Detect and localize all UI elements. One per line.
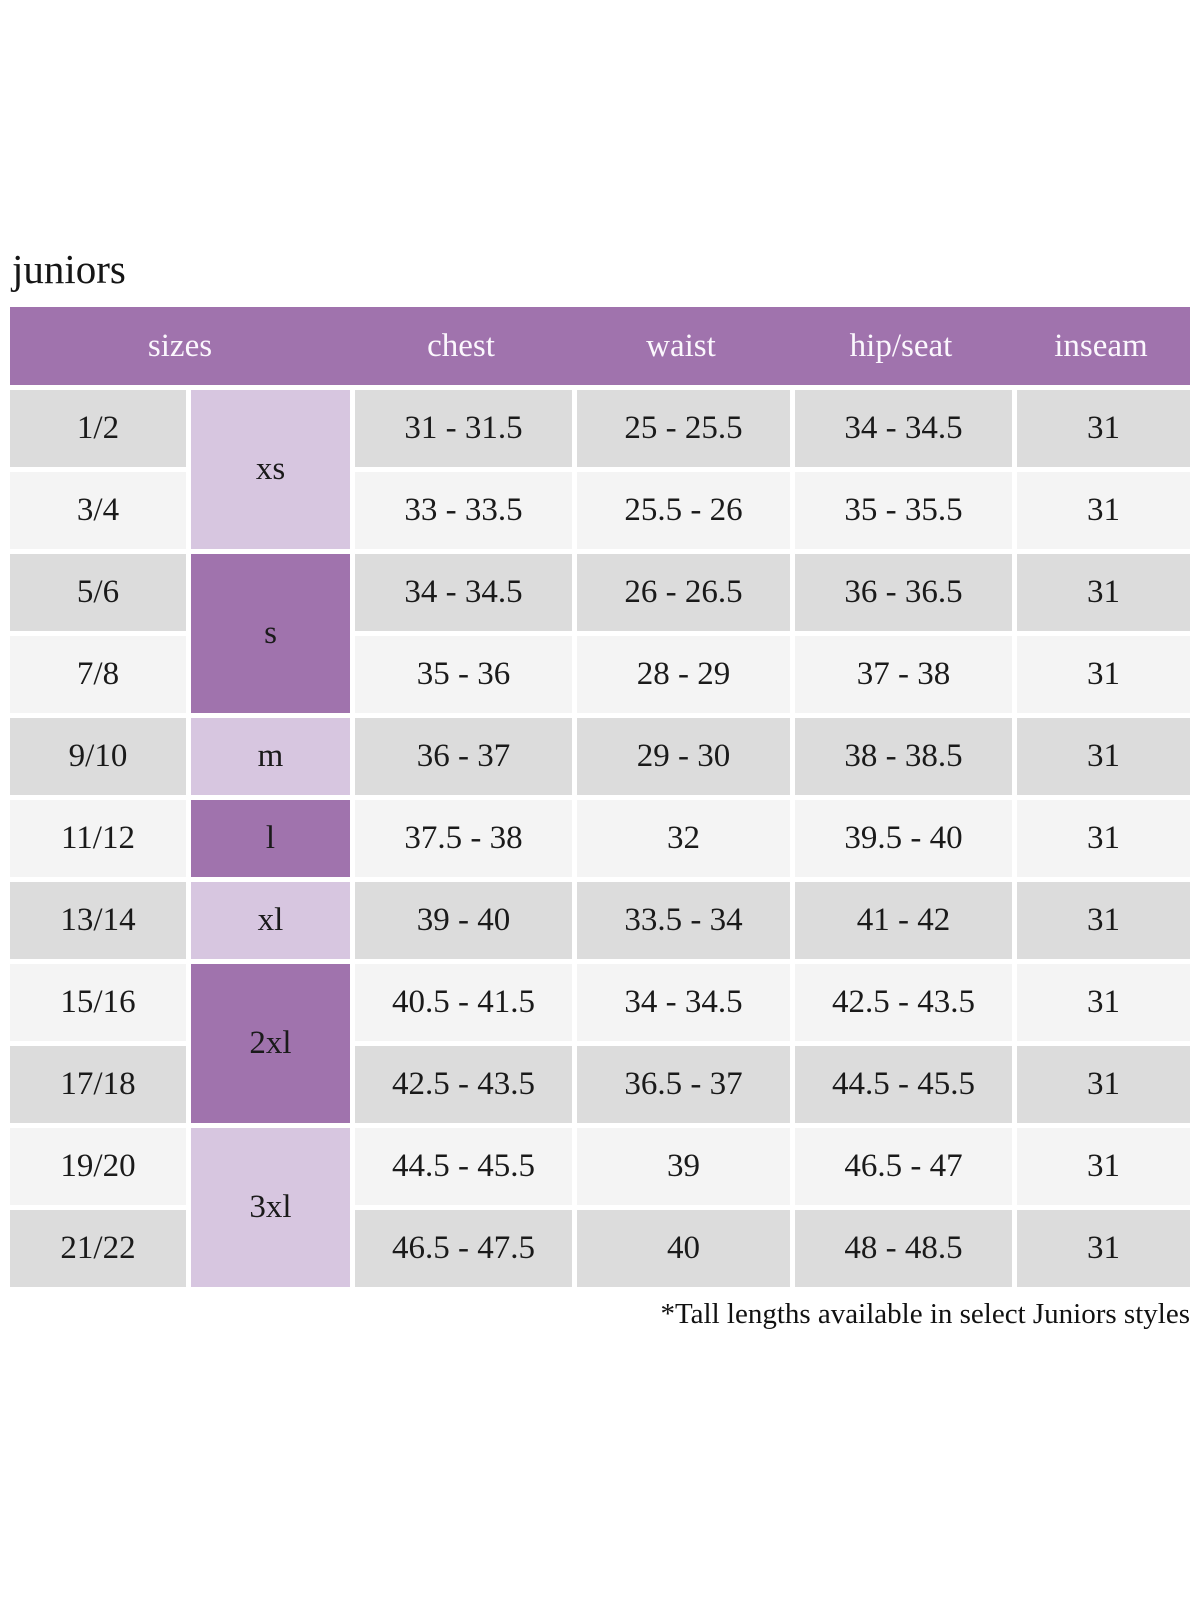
waist-cell: 40: [572, 1205, 790, 1288]
chest-cell: 46.5 - 47.5: [350, 1205, 572, 1288]
table-row: 19/20 3xl 44.5 - 45.5 39 46.5 - 47 31: [10, 1123, 1190, 1288]
hip-seat-cell: 46.5 - 47: [790, 1123, 1012, 1206]
table-row: 1/2 xs 31 - 31.5 25 - 25.5 34 - 34.5 31: [10, 385, 1190, 550]
inseam-cell: 31: [1012, 1123, 1190, 1206]
waist-cell: 39: [572, 1123, 790, 1206]
inseam-cell: 31: [1012, 1041, 1190, 1124]
waist-cell: 36.5 - 37: [572, 1041, 790, 1124]
waist-cell: 26 - 26.5: [572, 549, 790, 632]
size-range-cell: 9/10: [10, 713, 186, 796]
hip-seat-cell: 48 - 48.5: [790, 1205, 1012, 1288]
hip-seat-cell: 36 - 36.5: [790, 549, 1012, 632]
chest-cell: 36 - 37: [350, 713, 572, 796]
col-header-waist: waist: [572, 307, 790, 386]
table-row: 17/18 42.5 - 43.5 36.5 - 37 44.5 - 45.5 31: [10, 1041, 1190, 1124]
size-range-cell: 21/22: [10, 1205, 186, 1288]
inseam-cell: 31: [1012, 385, 1190, 468]
size-range-cell: 19/20: [10, 1123, 186, 1206]
size-label-cell: m: [186, 713, 350, 796]
chest-cell: 33 - 33.5: [350, 467, 572, 550]
table-row: 21/22 46.5 - 47.5 40 48 - 48.5 31: [10, 1205, 1190, 1288]
waist-cell: 25.5 - 26: [572, 467, 790, 550]
table-row: 15/16 2xl 40.5 - 41.5 34 - 34.5 42.5 - 43.5 3…: [10, 959, 1190, 1124]
hip-seat-cell: 37 - 38: [790, 631, 1012, 714]
waist-cell: 34 - 34.5: [572, 959, 790, 1042]
table-row: 13/14 xl 39 - 40 33.5 - 34 41 - 42 31: [10, 877, 1190, 960]
size-label-cell: 3xl: [186, 1123, 350, 1288]
size-label-cell: xs: [186, 385, 350, 550]
col-header-sizes: sizes: [10, 307, 350, 386]
waist-cell: 28 - 29: [572, 631, 790, 714]
inseam-cell: 31: [1012, 1205, 1190, 1288]
hip-seat-cell: 44.5 - 45.5: [790, 1041, 1012, 1124]
chest-cell: 44.5 - 45.5: [350, 1123, 572, 1206]
size-range-cell: 15/16: [10, 959, 186, 1042]
waist-cell: 33.5 - 34: [572, 877, 790, 960]
size-range-cell: 17/18: [10, 1041, 186, 1124]
hip-seat-cell: 38 - 38.5: [790, 713, 1012, 796]
chest-cell: 40.5 - 41.5: [350, 959, 572, 1042]
chest-cell: 35 - 36: [350, 631, 572, 714]
size-range-cell: 3/4: [10, 467, 186, 550]
inseam-cell: 31: [1012, 631, 1190, 714]
size-chart-table: sizes chest waist hip/seat inseam 1/2 xs 3…: [10, 307, 1190, 1288]
size-label-cell: xl: [186, 877, 350, 960]
table-row: 7/8 35 - 36 28 - 29 37 - 38 31: [10, 631, 1190, 714]
col-header-inseam: inseam: [1012, 307, 1190, 386]
size-label-cell: l: [186, 795, 350, 878]
size-chart-page: juniors sizes chest waist hip/seat insea…: [10, 246, 1190, 1331]
size-range-cell: 11/12: [10, 795, 186, 878]
hip-seat-cell: 35 - 35.5: [790, 467, 1012, 550]
waist-cell: 32: [572, 795, 790, 878]
table-row: 5/6 s 34 - 34.5 26 - 26.5 36 - 36.5 31: [10, 549, 1190, 714]
size-chart-body: 1/2 xs 31 - 31.5 25 - 25.5 34 - 34.5 31 3/4 33 …: [10, 385, 1190, 1288]
chest-cell: 42.5 - 43.5: [350, 1041, 572, 1124]
size-range-cell: 7/8: [10, 631, 186, 714]
hip-seat-cell: 42.5 - 43.5: [790, 959, 1012, 1042]
col-header-chest: chest: [350, 307, 572, 386]
chest-cell: 31 - 31.5: [350, 385, 572, 468]
hip-seat-cell: 39.5 - 40: [790, 795, 1012, 878]
size-range-cell: 13/14: [10, 877, 186, 960]
inseam-cell: 31: [1012, 713, 1190, 796]
chest-cell: 37.5 - 38: [350, 795, 572, 878]
size-label-cell: 2xl: [186, 959, 350, 1124]
size-range-cell: 5/6: [10, 549, 186, 632]
table-row: 11/12 l 37.5 - 38 32 39.5 - 40 31: [10, 795, 1190, 878]
inseam-cell: 31: [1012, 877, 1190, 960]
header-row: sizes chest waist hip/seat inseam: [10, 307, 1190, 386]
inseam-cell: 31: [1012, 959, 1190, 1042]
hip-seat-cell: 41 - 42: [790, 877, 1012, 960]
waist-cell: 29 - 30: [572, 713, 790, 796]
table-row: 3/4 33 - 33.5 25.5 - 26 35 - 35.5 31: [10, 467, 1190, 550]
inseam-cell: 31: [1012, 795, 1190, 878]
table-row: 9/10 m 36 - 37 29 - 30 38 - 38.5 31: [10, 713, 1190, 796]
size-label-cell: s: [186, 549, 350, 714]
inseam-cell: 31: [1012, 467, 1190, 550]
inseam-cell: 31: [1012, 549, 1190, 632]
col-header-hip-seat: hip/seat: [790, 307, 1012, 386]
chest-cell: 34 - 34.5: [350, 549, 572, 632]
waist-cell: 25 - 25.5: [572, 385, 790, 468]
hip-seat-cell: 34 - 34.5: [790, 385, 1012, 468]
chest-cell: 39 - 40: [350, 877, 572, 960]
tall-lengths-footnote: *Tall lengths available in select Junior…: [660, 1298, 1190, 1331]
size-range-cell: 1/2: [10, 385, 186, 468]
page-title: juniors: [12, 246, 126, 292]
